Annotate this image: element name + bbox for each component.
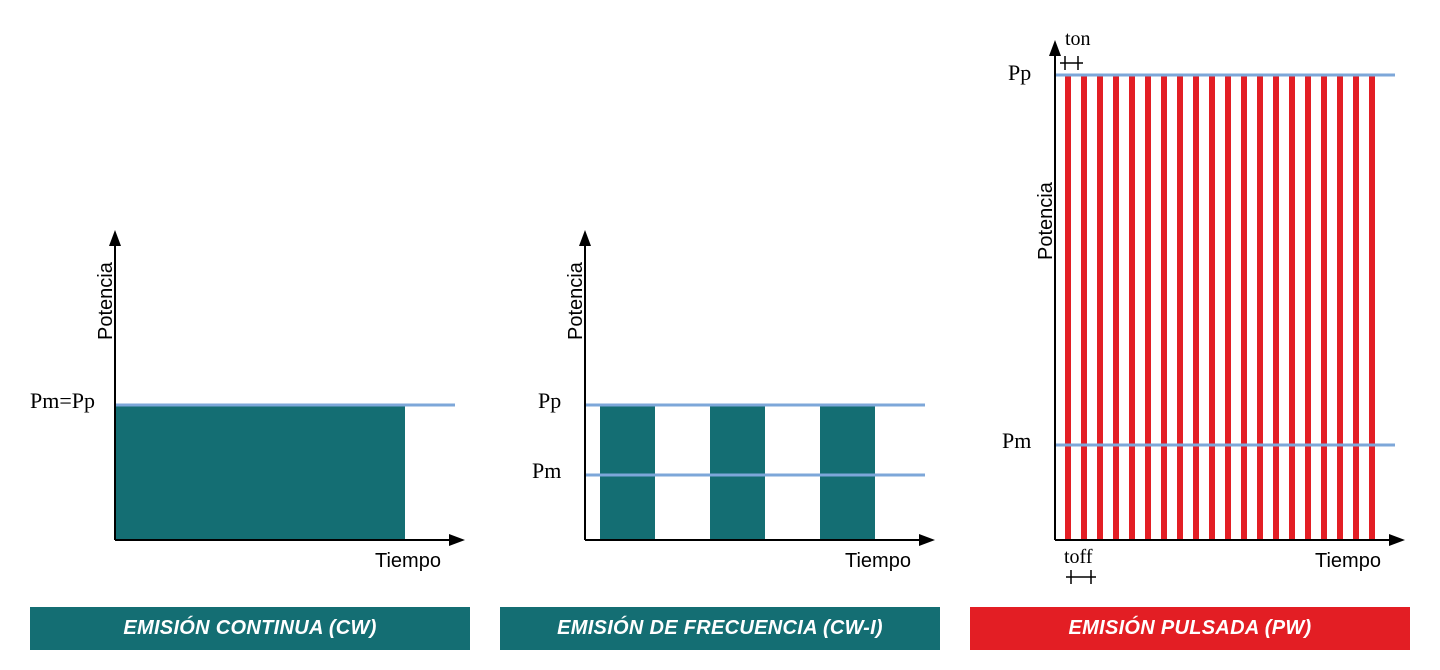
pw-y-arrow <box>1049 40 1061 56</box>
pw-pm-label: Pm <box>1002 428 1031 454</box>
panel-pw: Potencia Tiempo Pp Pm ton toff EMISIÓN P… <box>970 30 1410 650</box>
title-pw: EMISIÓN PULSADA (PW) <box>970 607 1410 650</box>
pw-pulse <box>1129 75 1135 540</box>
pw-pulse <box>1113 75 1119 540</box>
title-cw: EMISIÓN CONTINUA (CW) <box>30 607 470 650</box>
cw-pmpp-label: Pm=Pp <box>30 388 95 414</box>
chart-cwi: Potencia Tiempo Pp Pm <box>500 30 940 587</box>
cw-x-label: Tiempo <box>375 550 441 573</box>
pw-pulse <box>1241 75 1247 540</box>
pw-pulse <box>1369 75 1375 540</box>
pw-x-arrow <box>1389 534 1405 546</box>
pw-pulse <box>1177 75 1183 540</box>
ton-label: ton <box>1065 28 1091 51</box>
pw-pulse <box>1225 75 1231 540</box>
cwi-y-arrow <box>579 230 591 246</box>
cw-x-arrow <box>449 534 465 546</box>
pw-x-label: Tiempo <box>1315 550 1381 573</box>
cw-block <box>115 405 405 540</box>
cw-y-arrow <box>109 230 121 246</box>
pw-pp-label: Pp <box>1008 60 1031 86</box>
pw-pulse <box>1337 75 1343 540</box>
pw-pulse <box>1145 75 1151 540</box>
pw-pulse <box>1273 75 1279 540</box>
pw-pulse <box>1305 75 1311 540</box>
panel-cwi: Potencia Tiempo Pp Pm EMISIÓN DE FRECUEN… <box>500 30 940 650</box>
cwi-y-label: Potencia <box>565 262 588 340</box>
cwi-bar-1 <box>600 405 655 540</box>
pw-pulse <box>1209 75 1215 540</box>
panel-cw: Potencia Tiempo Pm=Pp EMISIÓN CONTINUA (… <box>30 30 470 650</box>
chart-pw: Potencia Tiempo Pp Pm ton toff <box>970 30 1410 587</box>
title-cwi: EMISIÓN DE FRECUENCIA (CW-I) <box>500 607 940 650</box>
cwi-pp-label: Pp <box>538 388 561 414</box>
pw-pulse <box>1289 75 1295 540</box>
cwi-pm-label: Pm <box>532 458 561 484</box>
pw-pulse <box>1161 75 1167 540</box>
cw-y-label: Potencia <box>95 262 118 340</box>
cwi-bar-3 <box>820 405 875 540</box>
pw-pulses-group <box>1065 75 1375 540</box>
cwi-bar-2 <box>710 405 765 540</box>
pw-pulse <box>1097 75 1103 540</box>
diagram-container: Potencia Tiempo Pm=Pp EMISIÓN CONTINUA (… <box>0 0 1440 670</box>
pw-pulse <box>1321 75 1327 540</box>
cwi-x-arrow <box>919 534 935 546</box>
cwi-x-label: Tiempo <box>845 550 911 573</box>
pw-y-label: Potencia <box>1035 182 1058 260</box>
pw-pulse <box>1257 75 1263 540</box>
pw-pulse <box>1353 75 1359 540</box>
pw-pulse <box>1081 75 1087 540</box>
pw-pulse <box>1065 75 1071 540</box>
toff-label: toff <box>1064 546 1093 569</box>
pw-pulse <box>1193 75 1199 540</box>
chart-pw-svg <box>970 30 1410 585</box>
chart-cw: Potencia Tiempo Pm=Pp <box>30 30 470 587</box>
